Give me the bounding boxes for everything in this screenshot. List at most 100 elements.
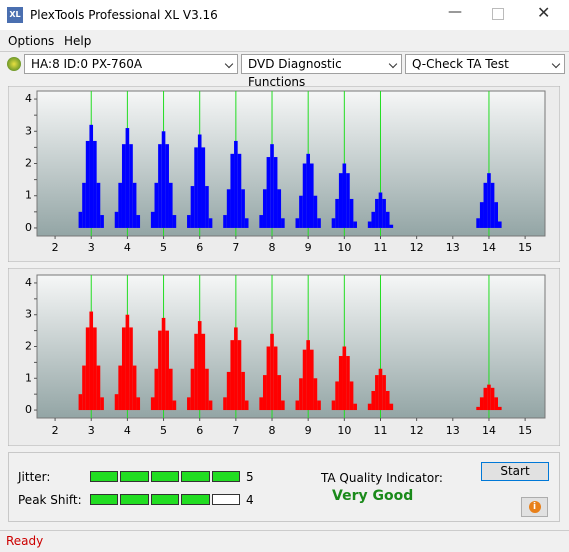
bar [165,144,169,228]
bar [309,163,314,228]
bar [479,202,484,228]
bar [295,218,300,228]
bar [201,333,206,411]
y-tick-label: 3 [25,124,32,137]
start-button[interactable]: Start [481,462,549,481]
bar [208,218,213,228]
bar [223,397,227,411]
bar [187,397,191,411]
bar [237,153,242,228]
bar [277,375,282,411]
bar [385,390,390,411]
close[interactable]: ✕ [537,3,551,22]
x-tick-label: 14 [482,241,496,254]
bar [158,330,162,411]
x-tick-label: 11 [373,241,387,254]
jitter-label: Jitter: [18,470,51,484]
bar [331,218,336,228]
bar [349,381,354,411]
bar [172,215,177,228]
bar [389,403,394,411]
bar [277,189,282,228]
x-tick-label: 7 [232,424,239,437]
bar [259,397,263,411]
bar [270,144,274,228]
function-select[interactable]: DVD Diagnostic Functions [241,54,402,89]
bar [121,144,126,228]
bar [172,400,177,411]
plot-area [36,90,546,237]
y-tick-label: 0 [25,403,32,416]
bar [313,378,318,411]
bar [302,163,307,228]
x-tick-label: 4 [124,241,131,254]
x-tick-label: 6 [196,424,203,437]
bar [85,140,90,228]
bar [230,153,235,228]
maximize[interactable] [492,8,504,20]
bar [353,221,357,228]
bar [295,400,300,411]
bar [234,140,238,228]
x-tick-label: 14 [482,424,496,437]
y-tick-label: 4 [25,92,32,105]
drive-select[interactable]: HA:8 ID:0 PX-760A [24,54,238,74]
bar [487,384,491,411]
bar [335,381,339,411]
bar [346,356,350,411]
bar [118,365,122,411]
bar [259,215,263,228]
bar [306,340,310,411]
bar [78,394,83,411]
x-tick-label: 15 [518,424,532,437]
x-tick-label: 2 [52,241,59,254]
y-tick-label: 4 [25,276,32,289]
bar [494,202,498,228]
bar [194,333,198,411]
bar [165,330,169,411]
test-select[interactable]: Q-Check TA Test [405,54,565,74]
menu-options[interactable]: Options [8,34,55,48]
bar [114,211,119,228]
bar [367,403,372,411]
y-tick-label: 2 [25,340,32,353]
bar [132,365,137,411]
bar [125,128,130,228]
x-tick-label: 5 [160,241,167,254]
bar [100,215,104,228]
menu-help[interactable]: Help [64,34,92,48]
quality-label: TA Quality Indicator: [321,471,443,485]
x-tick-label: 13 [446,424,460,437]
bar [226,189,231,228]
peak-shift-label: Peak Shift: [18,493,82,507]
bar [150,397,155,411]
x-tick-label: 5 [160,424,167,437]
bar [158,144,162,228]
info-button[interactable]: i [521,497,548,517]
bar [194,147,198,228]
x-tick-label: 3 [88,424,95,437]
bar [371,211,376,228]
bar [378,368,383,411]
y-tick-label: 2 [25,157,32,170]
bar [136,397,141,411]
bar [154,368,159,411]
bar [281,218,285,228]
bar [201,147,206,228]
bar [317,400,321,411]
x-tick-label: 2 [52,424,59,437]
bar [490,387,495,411]
bar [150,211,155,228]
bar [342,346,347,411]
bar [497,406,502,411]
bar [487,173,491,228]
bar [205,368,209,411]
bar [161,131,166,228]
minimize[interactable]: — [448,4,462,20]
x-tick-label: 12 [410,241,424,254]
bar [309,349,314,411]
bar [338,173,343,228]
